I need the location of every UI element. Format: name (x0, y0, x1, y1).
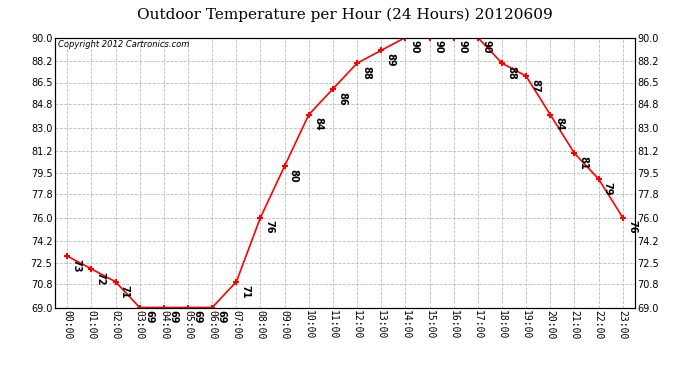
Text: 81: 81 (579, 156, 589, 170)
Text: 69: 69 (193, 310, 202, 324)
Text: 73: 73 (72, 259, 81, 272)
Text: 76: 76 (265, 220, 275, 234)
Text: 90: 90 (410, 40, 420, 54)
Text: 72: 72 (96, 272, 106, 285)
Text: 69: 69 (144, 310, 154, 324)
Text: 84: 84 (313, 117, 323, 131)
Text: 69: 69 (217, 310, 226, 324)
Text: Copyright 2012 Cartronics.com: Copyright 2012 Cartronics.com (58, 40, 190, 49)
Text: 90: 90 (434, 40, 444, 54)
Text: 79: 79 (603, 182, 613, 195)
Text: 87: 87 (531, 79, 540, 93)
Text: 69: 69 (168, 310, 178, 324)
Text: 84: 84 (555, 117, 564, 131)
Text: Outdoor Temperature per Hour (24 Hours) 20120609: Outdoor Temperature per Hour (24 Hours) … (137, 8, 553, 22)
Text: 80: 80 (289, 169, 299, 183)
Text: 86: 86 (337, 92, 347, 105)
Text: 90: 90 (482, 40, 492, 54)
Text: 90: 90 (458, 40, 468, 54)
Text: 89: 89 (386, 53, 395, 67)
Text: 71: 71 (120, 285, 130, 298)
Text: 88: 88 (362, 66, 371, 80)
Text: 71: 71 (241, 285, 250, 298)
Text: 88: 88 (506, 66, 516, 80)
Text: 76: 76 (627, 220, 637, 234)
